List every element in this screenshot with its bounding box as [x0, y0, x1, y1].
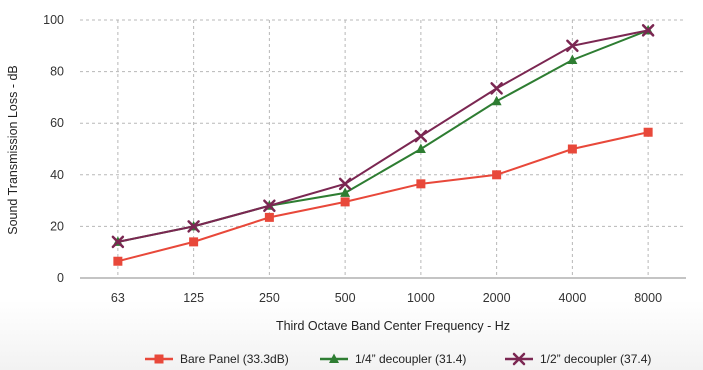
- data-point: [264, 212, 274, 222]
- data-point: [111, 235, 125, 249]
- x-tick-label: 125: [183, 291, 204, 305]
- data-point: [643, 127, 653, 137]
- x-tick-label: 63: [111, 291, 125, 305]
- data-point: [491, 95, 502, 106]
- data-point: [340, 197, 350, 207]
- series-line: [117, 29, 649, 243]
- legend-marker: [154, 354, 164, 364]
- x-tick-label: 8000: [634, 291, 662, 305]
- data-point: [567, 144, 577, 154]
- legend-marker: [512, 352, 526, 366]
- series-layer: [111, 24, 655, 266]
- x-tick-label: 4000: [558, 291, 586, 305]
- data-point: [113, 256, 123, 266]
- series-line: [117, 131, 649, 263]
- data-point: [490, 82, 503, 95]
- data-point: [641, 24, 655, 37]
- data-point: [189, 237, 199, 247]
- data-point: [263, 199, 276, 213]
- grid: [80, 19, 686, 279]
- y-tick-label: 20: [50, 219, 64, 233]
- legend-item-2[interactable]: 1/4” decoupler (31.4): [320, 352, 466, 366]
- legend-item-3[interactable]: 1/2” decoupler (37.4): [505, 352, 651, 366]
- data-point: [566, 39, 579, 53]
- data-point: [567, 54, 578, 64]
- data-point: [416, 179, 426, 189]
- y-axis-title: Sound Transmission Loss - dB: [6, 65, 20, 235]
- y-tick-label: 60: [50, 116, 64, 130]
- legend-label: 1/4” decoupler (31.4): [355, 352, 466, 366]
- data-point: [340, 187, 351, 197]
- legend-marker: [329, 353, 339, 363]
- x-axis-title: Third Octave Band Center Frequency - Hz: [276, 319, 510, 333]
- x-tick-label: 1000: [407, 291, 435, 305]
- y-tick-label: 80: [50, 65, 64, 79]
- series-1: [113, 127, 653, 266]
- x-tick-label: 2000: [483, 291, 511, 305]
- y-tick-label: 0: [57, 271, 64, 285]
- y-axis-ticks: 0 20 40 60 80 100: [43, 13, 64, 285]
- data-point: [338, 177, 352, 191]
- data-point: [415, 143, 426, 153]
- y-tick-label: 40: [50, 168, 64, 182]
- data-point: [187, 220, 200, 233]
- x-axis-ticks: 63 125 250 500 1000 2000 4000 8000: [111, 291, 662, 305]
- x-tick-label: 250: [259, 291, 280, 305]
- legend-item-1[interactable]: Bare Panel (33.3dB): [145, 352, 289, 366]
- legend-label: Bare Panel (33.3dB): [180, 352, 289, 366]
- legend-label: 1/2” decoupler (37.4): [540, 352, 651, 366]
- data-point: [414, 129, 428, 143]
- series-3: [111, 24, 655, 249]
- data-point: [492, 170, 502, 180]
- legend[interactable]: Bare Panel (33.3dB) 1/4” decoupler (31.4)…: [145, 352, 651, 366]
- x-tick-label: 500: [335, 291, 356, 305]
- y-tick-label: 100: [43, 13, 64, 27]
